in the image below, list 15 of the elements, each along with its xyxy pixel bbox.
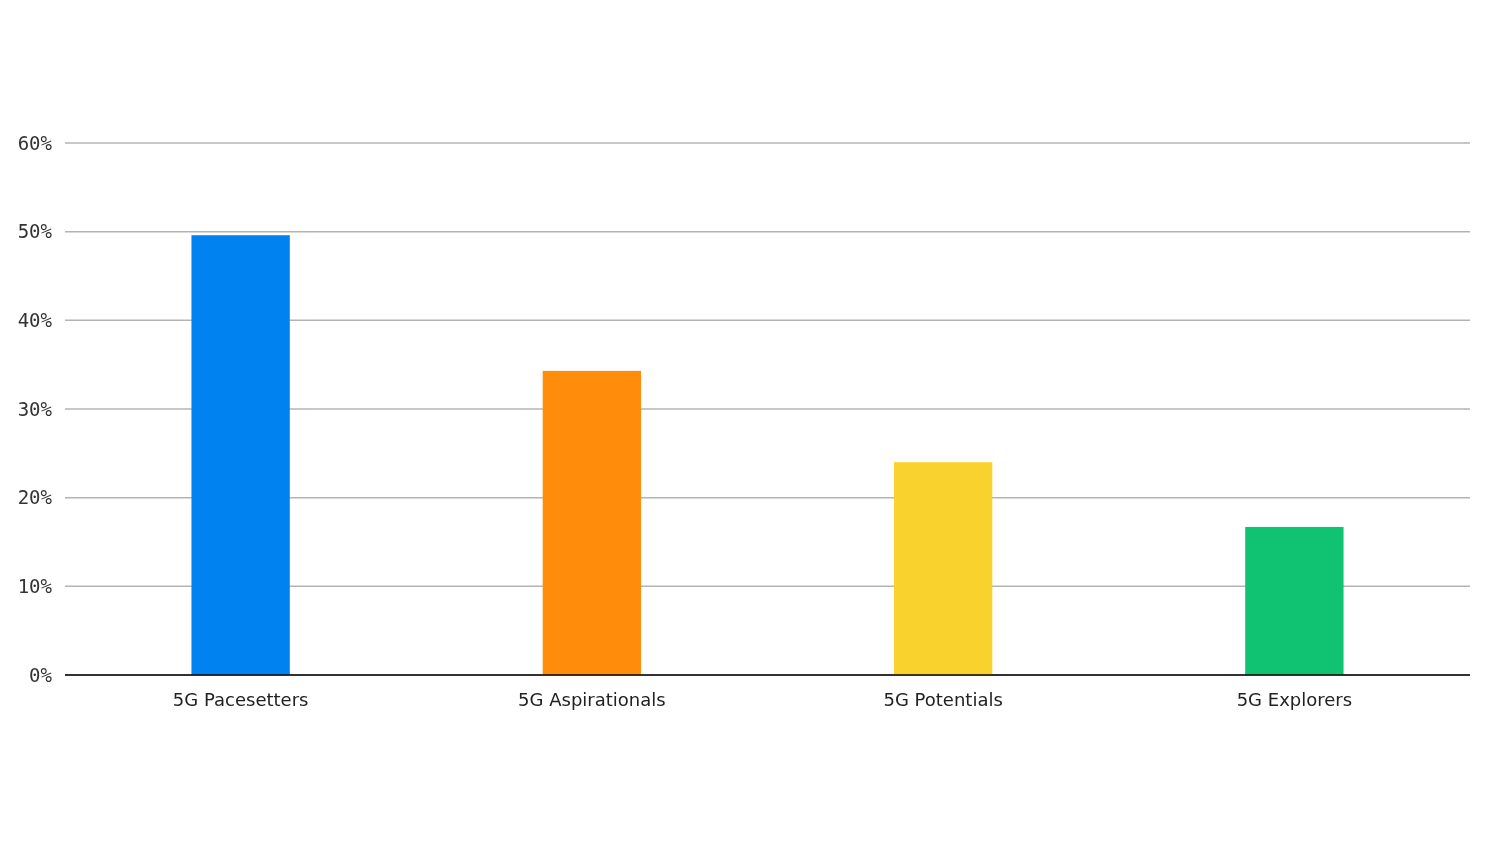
y-tick-label: 50% <box>17 220 53 243</box>
bar <box>191 235 290 675</box>
y-tick-label: 30% <box>17 397 53 420</box>
y-tick-label: 40% <box>17 308 53 331</box>
y-tick-label: 0% <box>29 663 53 686</box>
bar <box>1245 526 1344 675</box>
x-tick-label: 5G Pacesetters <box>172 689 309 710</box>
bar <box>542 370 642 675</box>
y-tick-label: 60% <box>17 131 53 154</box>
x-tick-label: 5G Explorers <box>1236 689 1353 710</box>
y-tick-label: 10% <box>17 574 53 597</box>
bar <box>893 462 993 675</box>
x-tick-label: 5G Aspirationals <box>518 689 666 710</box>
y-tick-label: 20% <box>17 486 53 509</box>
x-tick-label: 5G Potentials <box>883 689 1003 710</box>
